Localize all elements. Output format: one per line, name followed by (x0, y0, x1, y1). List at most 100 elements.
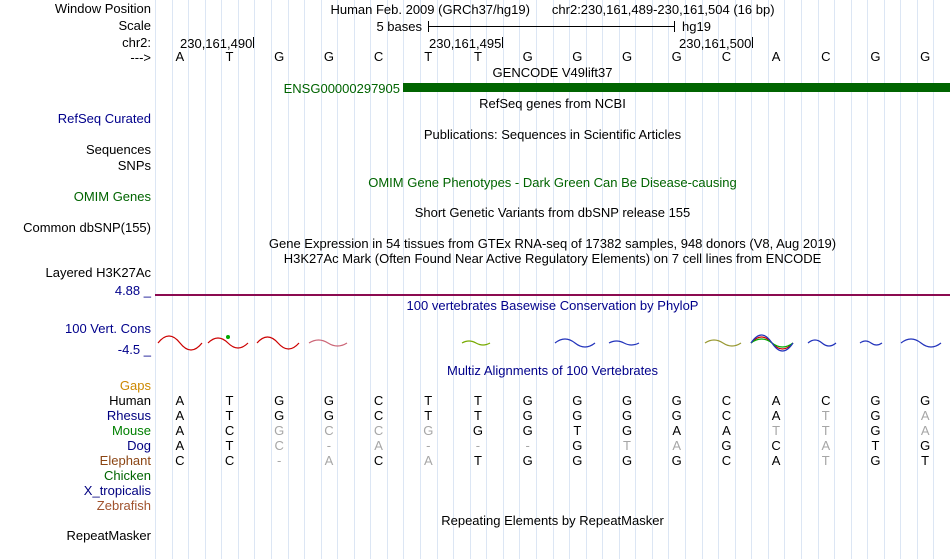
alignment-base-elephant: C (721, 453, 732, 468)
gridline (304, 0, 306, 559)
alignment-base-dog: G (721, 438, 732, 453)
track-title-100-vertebrates-basewise-conservation-by[interactable]: 100 vertebrates Basewise Conservation by… (406, 298, 699, 313)
track-label-sequences[interactable]: Sequences (85, 142, 151, 157)
track-label-100-vert-cons[interactable]: 100 Vert. Cons (65, 321, 151, 336)
gridline (800, 0, 802, 559)
alignment-base-mouse: G (423, 423, 434, 438)
alignment-base-dog: A (821, 438, 831, 453)
species-label-rhesus[interactable]: Rhesus (106, 408, 151, 423)
sequence-base: A (771, 49, 781, 64)
gene-bar[interactable] (403, 83, 950, 92)
track-label-: ---> (130, 50, 151, 65)
alignment-base-rhesus: G (870, 408, 881, 423)
assembly-label: Human Feb. 2009 (GRCh37/hg19) (330, 2, 530, 17)
gridline (403, 0, 405, 559)
h3k27ac-baseline (155, 294, 950, 296)
species-label-zebrafish[interactable]: Zebrafish (96, 498, 151, 513)
alignment-base-elephant: - (277, 453, 282, 468)
track-label-chr2: chr2: (122, 35, 151, 50)
ruler-coordinate-text: 230,161,490 (180, 36, 253, 51)
gridline (237, 0, 239, 559)
alignment-base-mouse: A (920, 423, 930, 438)
track-label-common-dbsnp-155[interactable]: Common dbSNP(155) (23, 220, 151, 235)
gridline (436, 0, 438, 559)
alignment-base-mouse: G (472, 423, 484, 438)
sequence-base: G (621, 49, 633, 64)
track-label-snps[interactable]: SNPs (117, 158, 151, 173)
alignment-base-rhesus: A (920, 408, 930, 423)
gridline (635, 0, 637, 559)
alignment-base-dog: - (475, 438, 481, 453)
alignment-base-elephant: T (921, 453, 930, 468)
alignment-base-human: C (821, 393, 831, 408)
gridline (618, 0, 620, 559)
track-label-scale: Scale (118, 18, 151, 33)
conservation-wave (750, 338, 794, 348)
gridline (701, 0, 703, 559)
alignment-base-dog: G (920, 438, 931, 453)
alignment-base-rhesus: A (175, 408, 185, 423)
alignment-base-mouse: A (175, 423, 185, 438)
gridline (916, 0, 918, 559)
species-label-mouse[interactable]: Mouse (111, 423, 151, 438)
ruler-tick (253, 37, 255, 48)
track-title-multiz-alignments-of-100-vertebrates[interactable]: Multiz Alignments of 100 Vertebrates (446, 363, 658, 378)
track-title-publications-sequences-in-scientific-art[interactable]: Publications: Sequences in Scientific Ar… (423, 127, 682, 142)
gene-id-label[interactable]: ENSG00000297905 (283, 81, 400, 96)
alignment-base-elephant: G (870, 453, 881, 468)
gridline (569, 0, 571, 559)
species-label-elephant[interactable]: Elephant (99, 453, 151, 468)
alignment-base-rhesus: G (522, 408, 533, 423)
alignment-base-mouse: T (573, 423, 582, 438)
conservation-wave (308, 339, 348, 347)
sequence-base: G (870, 49, 881, 64)
gridline (883, 0, 885, 559)
alignment-base-mouse: C (373, 423, 384, 438)
gridline (353, 0, 355, 559)
species-label-dog[interactable]: Dog (127, 438, 151, 453)
track-title-refseq-genes-from-ncbi[interactable]: RefSeq genes from NCBI (479, 96, 626, 111)
alignment-base-human: A (771, 393, 781, 408)
track-title-repeating-elements-by-repeatmasker[interactable]: Repeating Elements by RepeatMasker (441, 513, 664, 528)
alignment-base-mouse: G (870, 423, 881, 438)
gridline (867, 0, 869, 559)
gridline (834, 0, 836, 559)
alignment-base-mouse: T (772, 423, 781, 438)
alignment-base-dog: T (871, 438, 880, 453)
species-label-x-tropicalis[interactable]: X_tropicalis (83, 483, 151, 498)
species-label-human[interactable]: Human (109, 393, 151, 408)
alignment-base-mouse: A (672, 423, 682, 438)
track-label-omim-genes[interactable]: OMIM Genes (73, 189, 151, 204)
gridline (751, 0, 753, 559)
gridline (486, 0, 488, 559)
alignment-base-rhesus: G (572, 408, 583, 423)
alignment-base-human: G (621, 393, 633, 408)
sequence-base: C (721, 49, 732, 64)
alignment-base-dog: C (771, 438, 781, 453)
conservation-wave (750, 334, 794, 352)
gridline (602, 0, 604, 559)
track-title-gene-expression-in-54-tissues-from-gtex-[interactable]: Gene Expression in 54 tissues from GTEx … (268, 236, 837, 251)
track-title-gencode-v49lift37[interactable]: GENCODE V49lift37 (492, 65, 613, 80)
sequence-base: G (920, 49, 931, 64)
track-title-h3k27ac-mark-often-found-near-active-reg[interactable]: H3K27Ac Mark (Often Found Near Active Re… (283, 251, 822, 266)
alignment-base-elephant: C (373, 453, 384, 468)
track-title-short-genetic-variants-from-dbsnp-releas[interactable]: Short Genetic Variants from dbSNP releas… (414, 205, 691, 220)
sequence-base: G (671, 49, 682, 64)
track-label-repeatmasker[interactable]: RepeatMasker (66, 528, 151, 543)
gridline (767, 0, 769, 559)
gridline (651, 0, 653, 559)
alignment-base-dog: - (426, 438, 431, 453)
alignment-base-dog: T (225, 438, 234, 453)
track-label-refseq-curated[interactable]: RefSeq Curated (57, 111, 151, 126)
gridline (585, 0, 587, 559)
species-label-gaps[interactable]: Gaps (119, 378, 151, 393)
gridline (668, 0, 670, 559)
species-label-chicken[interactable]: Chicken (104, 468, 151, 483)
window-position-line: Human Feb. 2009 (GRCh37/hg19) chr2:230,1… (155, 2, 950, 17)
alignment-base-elephant: A (423, 453, 433, 468)
track-title-omim-gene-phenotypes-dark-green-can-be-d[interactable]: OMIM Gene Phenotypes - Dark Green Can Be… (368, 175, 737, 190)
ruler-coordinate: 230,161,495 (429, 36, 504, 51)
track-label-layered-h3k27ac[interactable]: Layered H3K27Ac (45, 265, 151, 280)
